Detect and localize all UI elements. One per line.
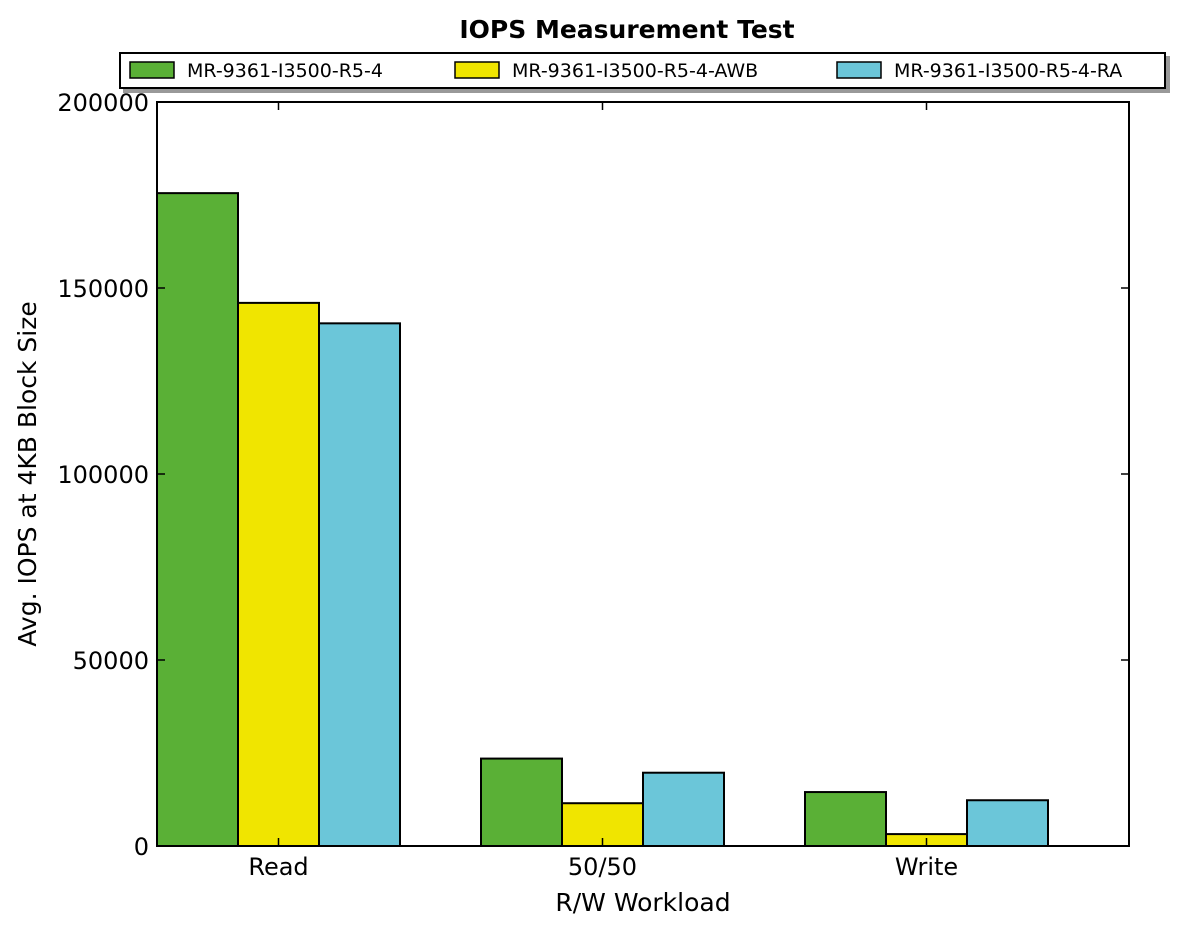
bars-layer bbox=[156, 192, 1049, 848]
x-tick-label: Read bbox=[248, 853, 308, 881]
legend-swatch bbox=[836, 61, 882, 79]
legend: MR-9361-I3500-R5-4 MR-9361-I3500-R5-4-AW… bbox=[119, 52, 1166, 89]
y-tick-label: 100000 bbox=[57, 461, 149, 489]
bar bbox=[804, 791, 887, 847]
legend-label: MR-9361-I3500-R5-4 bbox=[187, 60, 383, 82]
bar bbox=[318, 322, 401, 847]
bar bbox=[156, 192, 239, 847]
bar bbox=[480, 757, 563, 848]
legend-label: MR-9361-I3500-R5-4-RA bbox=[894, 60, 1122, 82]
chart-title: IOPS Measurement Test bbox=[459, 15, 794, 44]
legend-box bbox=[119, 52, 1166, 89]
y-tick-label: 0 bbox=[134, 833, 149, 861]
y-tick-label: 200000 bbox=[57, 89, 149, 117]
x-axis: Read 50/50 Write bbox=[248, 102, 958, 881]
bar bbox=[237, 301, 320, 847]
bar bbox=[966, 799, 1049, 848]
x-tick-label: 50/50 bbox=[568, 853, 637, 881]
x-axis-title: R/W Workload bbox=[555, 888, 730, 917]
y-axis: 0 50000 100000 150000 200000 bbox=[57, 89, 1129, 861]
legend-swatch bbox=[454, 61, 500, 79]
y-axis-title: Avg. IOPS at 4KB Block Size bbox=[13, 301, 42, 646]
legend-label: MR-9361-I3500-R5-4-AWB bbox=[512, 60, 758, 82]
y-tick-label: 150000 bbox=[57, 275, 149, 303]
x-tick-label: Write bbox=[895, 853, 958, 881]
legend-swatch bbox=[129, 61, 175, 79]
y-tick-label: 50000 bbox=[73, 647, 149, 675]
bar bbox=[642, 771, 725, 847]
